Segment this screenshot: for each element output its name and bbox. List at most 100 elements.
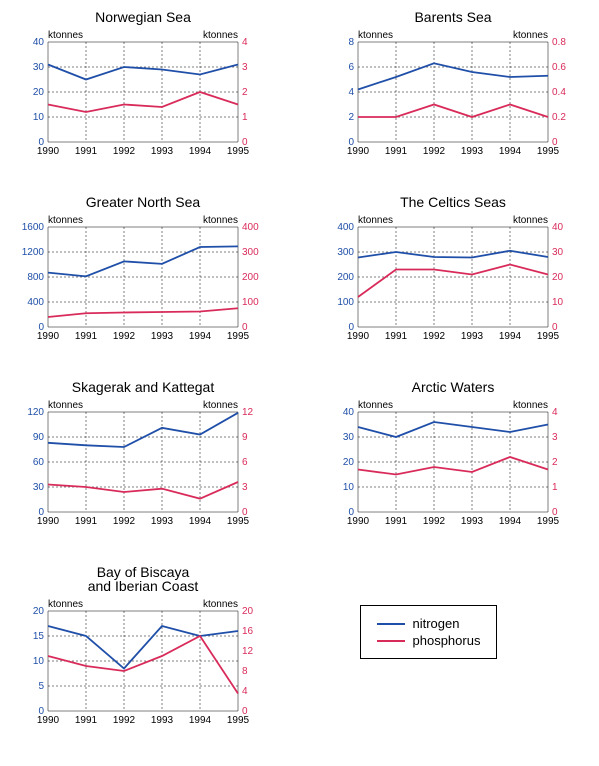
left-unit-label: ktonnes <box>358 400 393 411</box>
left-tick-label: 20 <box>33 606 45 617</box>
left-tick-label: 400 <box>337 222 354 233</box>
x-tick-label: 1994 <box>498 331 521 342</box>
left-unit-label: ktonnes <box>48 215 83 226</box>
chart-panel: Greater North Seaktonnesktonnes199019911… <box>10 195 270 345</box>
x-tick-label: 1992 <box>113 715 136 726</box>
right-tick-label: 10 <box>552 297 564 308</box>
x-tick-label: 1994 <box>189 146 212 157</box>
x-tick-label: 1992 <box>113 146 136 157</box>
legend-item-phosphorus: phosphorus <box>377 633 481 648</box>
right-tick-label: 0.8 <box>552 37 566 48</box>
phosphorus-line <box>358 457 548 475</box>
legend-label: nitrogen <box>413 616 460 631</box>
nitrogen-line <box>358 422 548 437</box>
phosphorus-line <box>48 92 238 112</box>
left-tick-label: 0 <box>348 507 354 518</box>
x-tick-label: 1993 <box>151 715 174 726</box>
left-unit-label: ktonnes <box>48 30 83 41</box>
left-tick-label: 0 <box>38 507 44 518</box>
x-tick-label: 1994 <box>498 516 521 527</box>
left-tick-label: 20 <box>342 457 354 468</box>
left-tick-label: 800 <box>27 272 44 283</box>
left-tick-label: 1200 <box>22 247 45 258</box>
left-tick-label: 4 <box>348 87 354 98</box>
right-tick-label: 4 <box>242 37 248 48</box>
legend-item-nitrogen: nitrogen <box>377 616 481 631</box>
left-tick-label: 6 <box>348 62 354 73</box>
right-tick-label: 6 <box>242 457 248 468</box>
panel-5: Arctic Watersktonnesktonnes1990199119921… <box>320 380 590 535</box>
right-tick-label: 0.2 <box>552 112 566 123</box>
left-tick-label: 0 <box>38 137 44 148</box>
x-tick-label: 1991 <box>384 331 407 342</box>
right-unit-label: ktonnes <box>203 215 238 226</box>
phosphorus-line <box>48 308 238 317</box>
right-tick-label: 8 <box>242 666 248 677</box>
right-tick-label: 2 <box>552 457 558 468</box>
right-unit-label: ktonnes <box>512 400 547 411</box>
chart-title: Norwegian Sea <box>95 10 191 25</box>
right-unit-label: ktonnes <box>512 30 547 41</box>
x-tick-label: 1991 <box>75 331 98 342</box>
panel-0: Norwegian Seaktonnesktonnes1990199119921… <box>10 10 280 165</box>
right-unit-label: ktonnes <box>203 30 238 41</box>
left-tick-label: 300 <box>337 247 354 258</box>
panel-2: Greater North Seaktonnesktonnes199019911… <box>10 195 280 350</box>
right-tick-label: 3 <box>552 432 558 443</box>
left-tick-label: 20 <box>33 87 45 98</box>
x-tick-label: 1993 <box>460 331 483 342</box>
left-tick-label: 0 <box>348 322 354 333</box>
phosphorus-line <box>48 636 238 694</box>
panel-1: Barents Seaktonnesktonnes199019911992199… <box>320 10 590 165</box>
x-tick-label: 1993 <box>151 516 174 527</box>
right-tick-label: 0 <box>552 322 558 333</box>
chart-panel: Norwegian Seaktonnesktonnes1990199119921… <box>10 10 270 160</box>
left-tick-label: 10 <box>33 656 45 667</box>
x-tick-label: 1991 <box>384 146 407 157</box>
x-tick-label: 1993 <box>151 331 174 342</box>
chart-title: Skagerak and Kattegat <box>72 380 215 395</box>
left-tick-label: 0 <box>348 137 354 148</box>
phosphorus-line <box>358 265 548 298</box>
right-tick-label: 0 <box>552 137 558 148</box>
chart-title: and Iberian Coast <box>88 578 199 594</box>
x-tick-label: 1991 <box>384 516 407 527</box>
nitrogen-line <box>48 246 238 276</box>
right-tick-label: 300 <box>242 247 259 258</box>
right-tick-label: 20 <box>552 272 564 283</box>
right-tick-label: 0 <box>242 137 248 148</box>
x-tick-label: 1991 <box>75 715 98 726</box>
x-tick-label: 1993 <box>460 146 483 157</box>
left-tick-label: 100 <box>337 297 354 308</box>
left-tick-label: 1600 <box>22 222 45 233</box>
x-tick-label: 1994 <box>189 331 212 342</box>
phosphorus-line <box>48 482 238 499</box>
right-tick-label: 100 <box>242 297 259 308</box>
x-tick-label: 1994 <box>189 715 212 726</box>
panel-6: Bay of Biscayaand Iberian Coastktonneskt… <box>10 565 280 734</box>
legend-swatch <box>377 640 405 642</box>
x-tick-label: 1992 <box>422 146 445 157</box>
x-tick-label: 1991 <box>75 146 98 157</box>
nitrogen-line <box>48 626 238 669</box>
nitrogen-line <box>48 413 238 447</box>
right-tick-label: 400 <box>242 222 259 233</box>
right-tick-label: 0 <box>242 322 248 333</box>
phosphorus-line <box>358 105 548 118</box>
left-tick-label: 120 <box>27 407 44 418</box>
left-tick-label: 400 <box>27 297 44 308</box>
left-unit-label: ktonnes <box>48 599 83 610</box>
x-tick-label: 1993 <box>151 146 174 157</box>
chart-title: The Celtics Seas <box>400 195 506 210</box>
right-unit-label: ktonnes <box>512 215 547 226</box>
left-tick-label: 5 <box>38 681 44 692</box>
left-tick-label: 60 <box>33 457 45 468</box>
chart-panel: Arctic Watersktonnesktonnes1990199119921… <box>320 380 580 530</box>
right-tick-label: 1 <box>242 112 248 123</box>
right-tick-label: 12 <box>242 646 254 657</box>
chart-title: Arctic Waters <box>411 380 494 395</box>
right-tick-label: 2 <box>242 87 248 98</box>
x-tick-label: 1992 <box>422 331 445 342</box>
left-tick-label: 40 <box>342 407 354 418</box>
legend-swatch <box>377 623 405 625</box>
